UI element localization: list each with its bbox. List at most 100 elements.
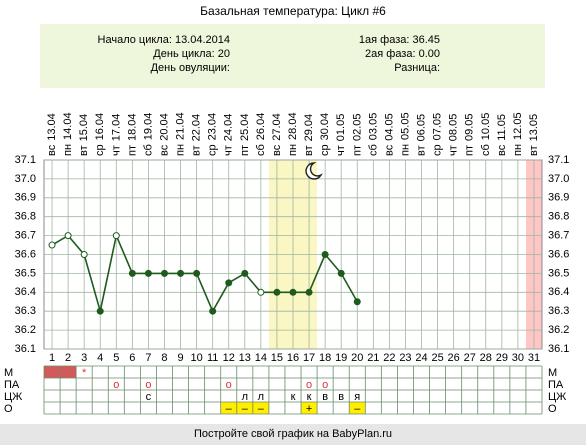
weekday: вс [158, 144, 170, 156]
row-label: ПА [4, 379, 20, 391]
row-label-right: ПА [548, 379, 564, 391]
x-tick-label: 3 [81, 352, 87, 364]
date-label: сб 19.04 [142, 113, 154, 156]
date: 13.05 [528, 114, 540, 142]
date: 19.04 [142, 113, 154, 141]
y2-tick-label: 36.5 [548, 267, 569, 279]
date-label: ср 30.04 [319, 113, 331, 156]
table-highlight [236, 402, 253, 414]
date: 08.05 [448, 114, 460, 142]
x-tick-label: 9 [177, 352, 183, 364]
date: 23.04 [207, 113, 219, 141]
table-highlight [301, 402, 318, 414]
date-label: вт 22.04 [191, 114, 203, 156]
temperature-point [112, 232, 120, 240]
date-label: вс 04.05 [383, 113, 395, 156]
date-label: пн 12.05 [512, 112, 524, 156]
info-left: День овуляции: [151, 62, 230, 74]
temperature-point [64, 232, 72, 240]
temperature-point [321, 251, 329, 258]
table-highlight [60, 366, 77, 378]
weekday: ср [94, 144, 106, 156]
y-tick-label: 36.5 [15, 267, 36, 279]
y-tick-label: 36.1 [15, 343, 36, 355]
date-label: чт 17.04 [110, 114, 122, 156]
weekday: вт [78, 145, 90, 156]
temperature-point [193, 269, 201, 277]
table-cell: с [146, 391, 152, 403]
date-label: сб 10.05 [480, 113, 492, 156]
temperature-point [353, 298, 361, 306]
weekday: пт [239, 145, 251, 156]
date-label: ср 16.04 [94, 113, 106, 156]
ovulation-moon [305, 162, 323, 180]
date-label: вт 13.05 [528, 114, 540, 156]
row-label-right: ЦЖ [548, 391, 566, 403]
date: 27.04 [271, 113, 283, 141]
date: 18.04 [126, 113, 138, 141]
date-label: вс 11.05 [496, 114, 508, 156]
table-cell: о [322, 379, 328, 391]
date: 07.05 [431, 113, 443, 141]
y-tick-label: 37.0 [15, 173, 36, 185]
date: 25.04 [239, 113, 251, 141]
date: 03.05 [367, 113, 379, 141]
date: 22.04 [191, 114, 203, 142]
temperature-point [144, 269, 152, 277]
date: 20.04 [158, 113, 170, 141]
table-cell: – [242, 403, 249, 415]
table-cell: в [322, 391, 328, 403]
date-label: пн 05.05 [399, 112, 411, 156]
y-tick-label: 36.9 [15, 192, 36, 204]
x-tick-label: 12 [223, 352, 235, 364]
x-tick-label: 30 [512, 352, 524, 364]
chart-title: Базальная температура: Цикл #6 [200, 4, 386, 18]
x-tick-label: 27 [464, 352, 476, 364]
x-tick-label: 1 [49, 352, 55, 364]
y-tick-label: 36.6 [15, 248, 36, 260]
table-cell: – [354, 403, 361, 415]
date-label: вт 29.04 [303, 114, 315, 156]
weekday: сб [367, 144, 379, 156]
y2-tick-label: 36.8 [548, 211, 569, 223]
weekday: вт [303, 145, 315, 156]
date: 05.05 [399, 112, 411, 140]
x-tick-label: 24 [415, 352, 427, 364]
temperature-point [241, 269, 249, 277]
y-tick-label: 36.3 [15, 305, 36, 317]
row-label: ЦЖ [4, 391, 22, 403]
temperature-point [225, 279, 233, 287]
weekday: пт [126, 145, 138, 156]
x-tick-label: 15 [271, 352, 283, 364]
table-cell: л [258, 391, 264, 403]
date-label: вт 15.04 [78, 114, 90, 156]
x-tick-label: 6 [129, 352, 135, 364]
weekday: ср [431, 144, 443, 156]
x-tick-label: 2 [65, 352, 71, 364]
date: 11.05 [496, 114, 508, 141]
temperature-point [177, 269, 185, 277]
date-label: чт 24.04 [223, 114, 235, 156]
date: 21.04 [174, 112, 186, 140]
table-cell: о [145, 379, 151, 391]
y2-tick-label: 36.4 [548, 286, 569, 298]
table-highlight [44, 366, 61, 378]
temperature-point [337, 269, 345, 277]
weekday: вт [415, 145, 427, 156]
y2-tick-label: 36.6 [548, 248, 569, 260]
weekday: сб [480, 144, 492, 156]
x-tick-label: 18 [319, 352, 331, 364]
grid [43, 159, 543, 350]
weekday: чт [223, 145, 235, 156]
date: 17.04 [110, 114, 122, 142]
temperature-point [273, 288, 281, 296]
table-highlight [252, 402, 269, 414]
table-highlight [220, 402, 237, 414]
table-cell: я [354, 391, 360, 403]
date-label: пт 25.04 [239, 113, 251, 156]
table-cell: л [242, 391, 248, 403]
x-tick-label: 25 [431, 352, 443, 364]
table-cell: в [338, 391, 344, 403]
x-tick-label: 28 [480, 352, 492, 364]
weekday: вс [271, 144, 283, 156]
